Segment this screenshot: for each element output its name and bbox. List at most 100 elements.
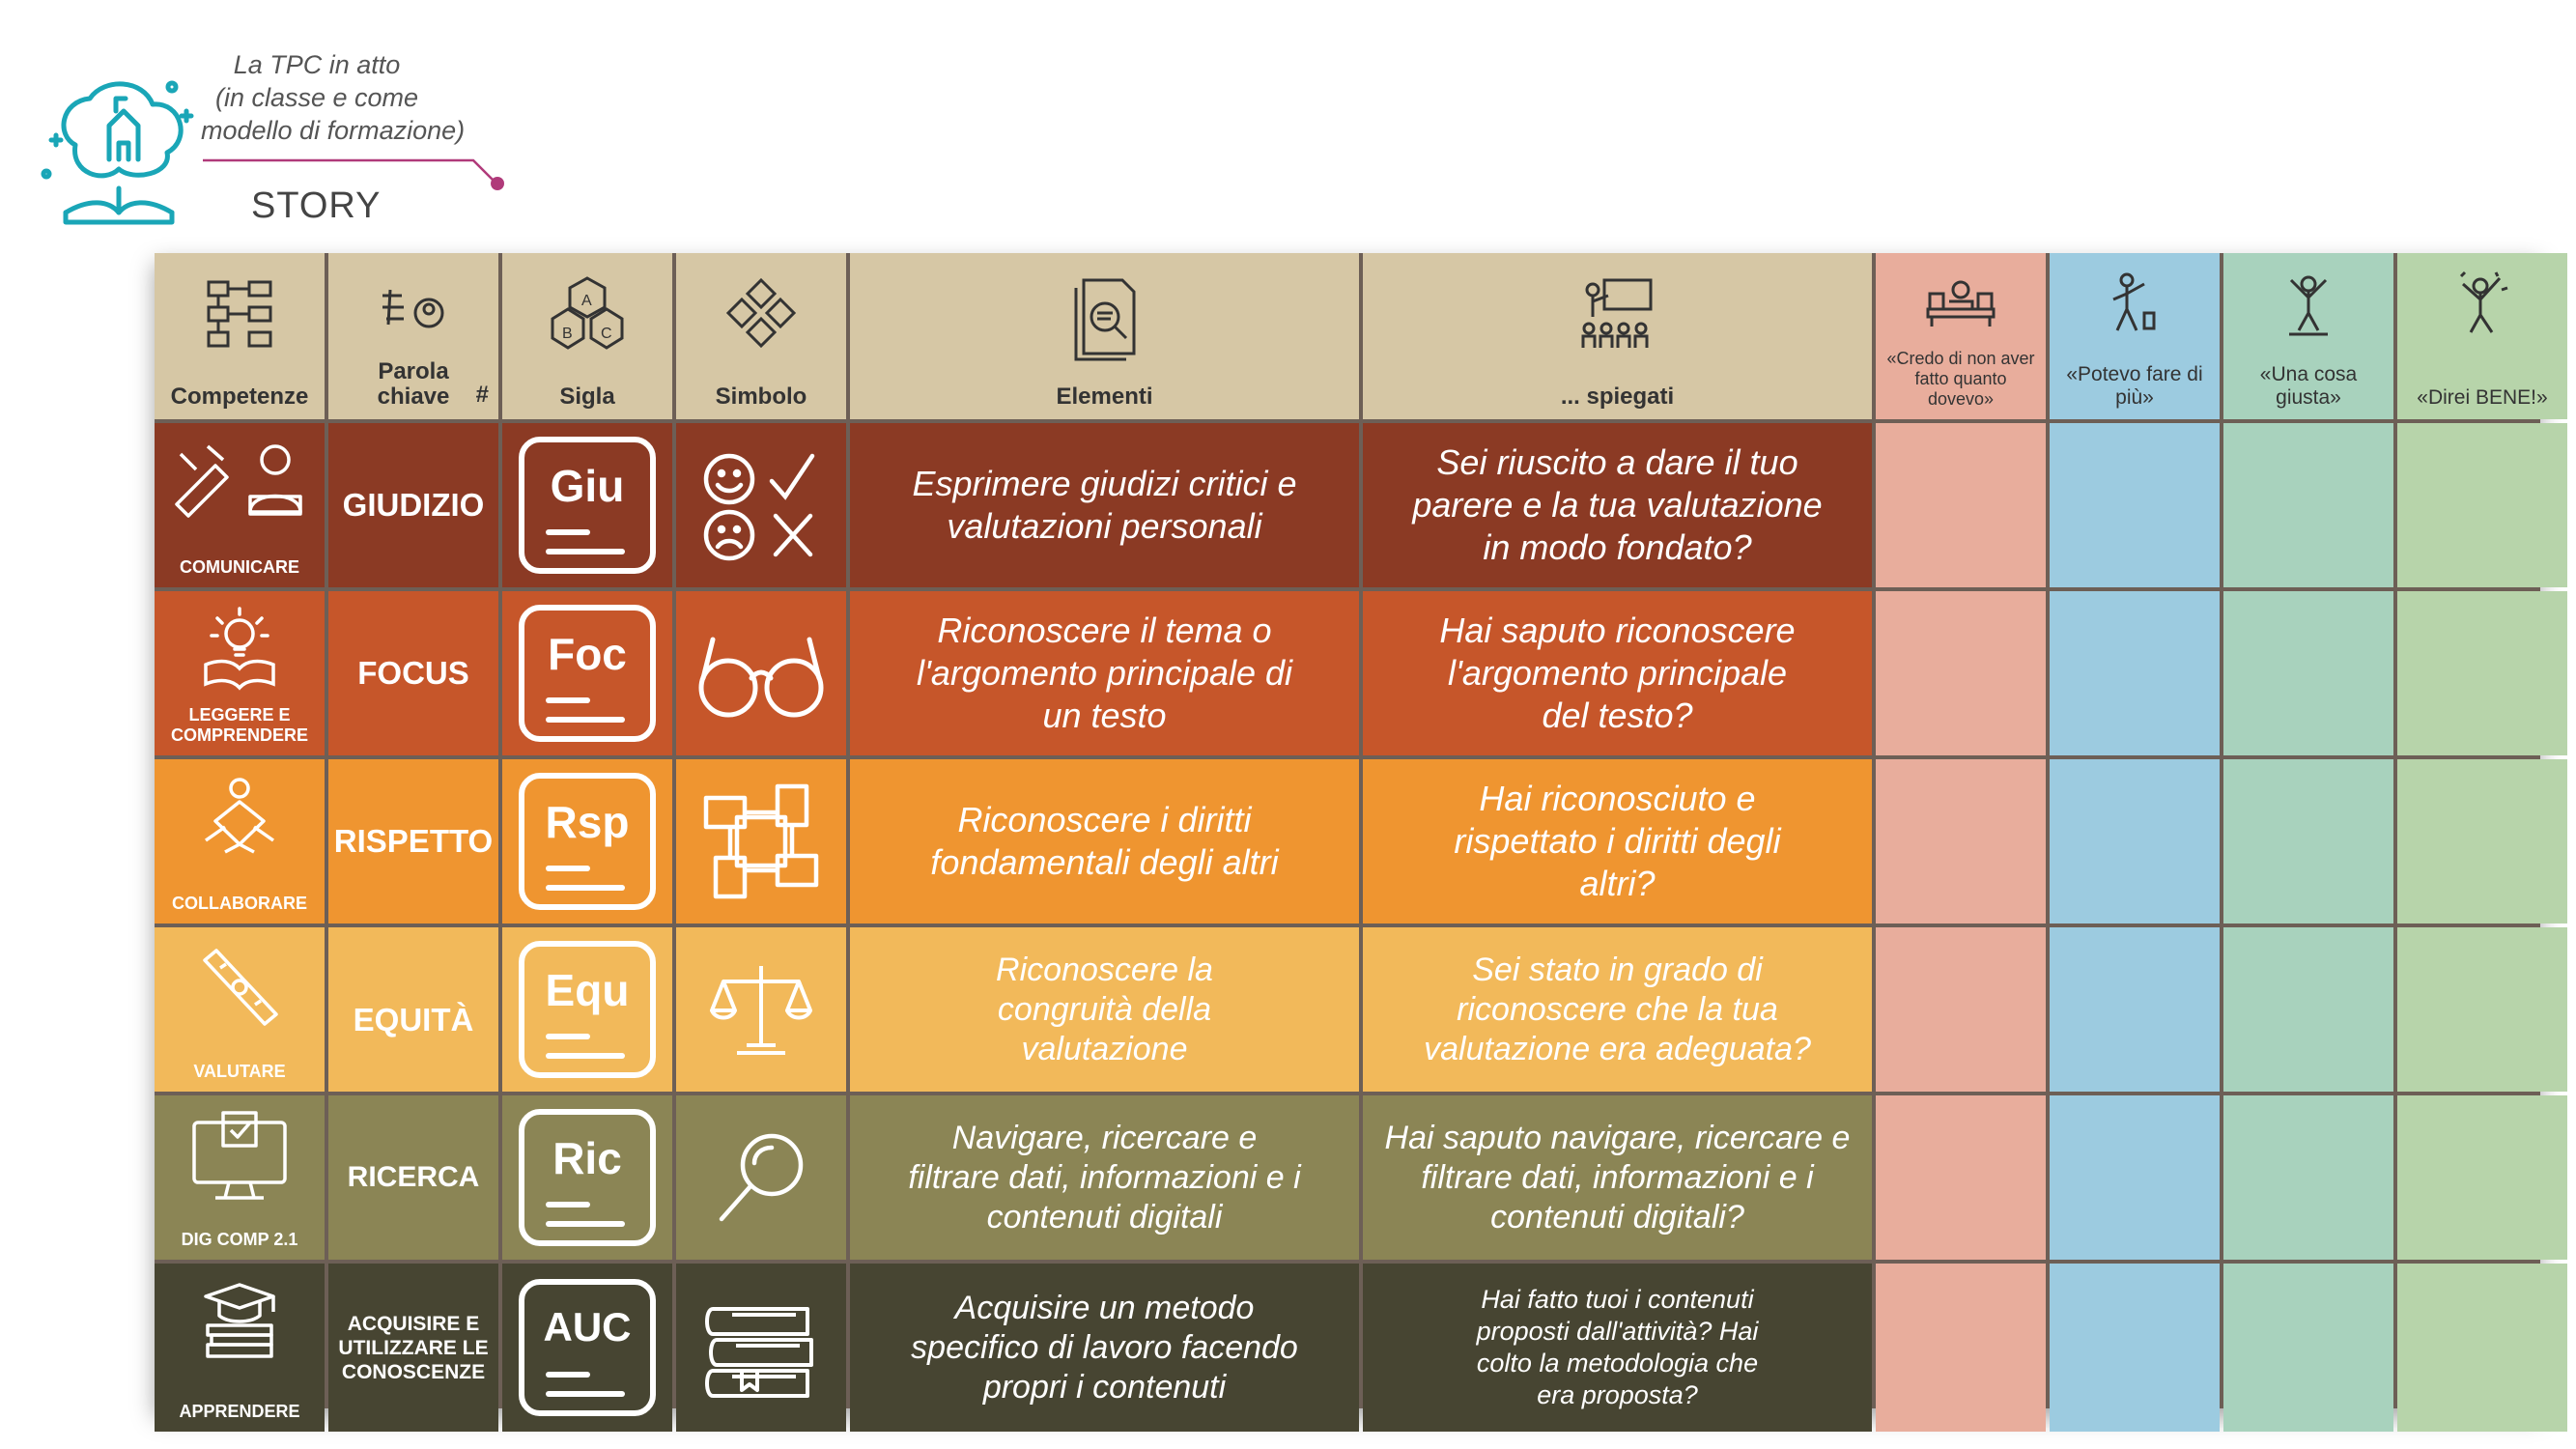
competenza-cell: VALUTARE	[155, 927, 325, 1092]
competenza-cell: LEGGERE E COMPRENDERE	[155, 591, 325, 755]
header-eval-3: «Una cosa giusta»	[2223, 253, 2393, 419]
sigla-text: Foc	[548, 629, 627, 679]
parola-chiave: GIUDIZIO	[342, 487, 485, 523]
competenza-label: COMUNICARE	[180, 557, 299, 577]
eval-cell-1[interactable]	[1876, 927, 2046, 1092]
celebrate-icon	[2459, 270, 2508, 333]
eval-cell-1[interactable]	[1876, 591, 2046, 755]
eval-cell-4[interactable]	[2397, 759, 2567, 923]
tired-desk-icon	[1926, 280, 1996, 327]
sigla-text: AUC	[543, 1304, 632, 1350]
header-spiegati: ... spiegati	[1363, 253, 1872, 419]
feedback-faces-icon	[703, 453, 815, 561]
header-simbolo: Simbolo	[676, 253, 846, 419]
eval-cell-4[interactable]	[2397, 1264, 2567, 1432]
elementi-text: Riconoscere i diritti fondamentali degli…	[930, 800, 1279, 882]
spiegati-cell: Hai saputo riconoscere l'argomento princ…	[1363, 591, 1872, 755]
eval-cell-2[interactable]	[2050, 591, 2220, 755]
eval-cell-2[interactable]	[2050, 927, 2220, 1092]
competenza-label: VALUTARE	[193, 1062, 286, 1081]
document-search-icon	[1074, 278, 1135, 361]
competenza-label: DIG COMP 2.1	[181, 1230, 298, 1249]
parola-chiave-cell: RICERCA	[328, 1095, 498, 1260]
simbolo-cell	[676, 759, 846, 923]
parola-chiave: RICERCA	[347, 1161, 480, 1193]
eval-label: «Una cosa giusta»	[2259, 363, 2358, 409]
tpc-table: Competenze Parola chiave # A	[155, 253, 2567, 1432]
keyword-icon	[382, 289, 444, 328]
sigla-cell: Ric	[502, 1095, 672, 1260]
sigla-badge: Equ	[519, 941, 656, 1078]
eval-cell-3[interactable]	[2223, 423, 2393, 587]
header-parola-chiave: Parola chiave #	[328, 253, 498, 419]
simbolo-cell	[676, 423, 846, 587]
header-label: Parola chiave #	[370, 358, 489, 410]
eval-cell-3[interactable]	[2223, 1095, 2393, 1260]
sigla-text: Equ	[545, 965, 630, 1015]
flowchart-icon	[207, 280, 272, 348]
eval-cell-3[interactable]	[2223, 591, 2393, 755]
eval-cell-4[interactable]	[2397, 591, 2567, 755]
subtitle-line: La TPC in atto	[233, 50, 401, 79]
elementi-text: Riconoscere la congruità della valutazio…	[996, 951, 1213, 1067]
eval-cell-4[interactable]	[2397, 423, 2567, 587]
eval-cell-1[interactable]	[1876, 759, 2046, 923]
eval-cell-2[interactable]	[2050, 1095, 2220, 1260]
eval-cell-4[interactable]	[2397, 1095, 2567, 1260]
elementi-cell: Esprimere giudizi critici e valutazioni …	[850, 423, 1359, 587]
story-label: STORY	[251, 185, 382, 226]
eval-cell-1[interactable]	[1876, 1264, 2046, 1432]
divider-line	[203, 158, 504, 190]
header-label: Elementi	[1056, 384, 1153, 410]
elementi-text: Riconoscere il tema o l'argomento princi…	[916, 611, 1293, 735]
runner-icon	[2112, 272, 2156, 331]
spiegati-cell: Hai riconosciuto e rispettato i diritti …	[1363, 759, 1872, 923]
abc-blocks-icon: A B C	[551, 276, 624, 350]
eval-cell-3[interactable]	[2223, 927, 2393, 1092]
parola-chiave-cell: FOCUS	[328, 591, 498, 755]
eval-cell-1[interactable]	[1876, 423, 2046, 587]
spiegati-cell: Hai saputo navigare, ricercare e filtrar…	[1363, 1095, 1872, 1260]
sigla-text: Giu	[550, 461, 625, 511]
competenza-cell: APPRENDERE	[155, 1264, 325, 1432]
subtitle-line: modello di formazione)	[201, 116, 466, 145]
magnifier-icon	[719, 1133, 804, 1222]
elementi-cell: Riconoscere il tema o l'argomento princi…	[850, 591, 1359, 755]
spiegati-text: Hai fatto tuoi i contenuti proposti dall…	[1476, 1285, 1759, 1409]
eval-label: «Credo di non aver fatto quanto dovevo»	[1886, 349, 2035, 409]
competenza-cell: COMUNICARE	[155, 423, 325, 587]
eval-cell-3[interactable]	[2223, 759, 2393, 923]
eval-cell-3[interactable]	[2223, 1264, 2393, 1432]
eval-cell-2[interactable]	[2050, 759, 2220, 923]
sigla-cell: Rsp	[502, 759, 672, 923]
sigla-cell: AUC	[502, 1264, 672, 1432]
parola-chiave-text: Parola chiave	[377, 358, 450, 410]
sigla-badge: Rsp	[519, 773, 656, 910]
elementi-text: Acquisire un metodo specifico di lavoro …	[911, 1289, 1298, 1406]
competenza-cell: COLLABORARE	[155, 759, 325, 923]
header-elementi: Elementi	[850, 253, 1359, 419]
eval-cell-4[interactable]	[2397, 927, 2567, 1092]
parola-chiave: RISPETTO	[333, 823, 494, 859]
hash-symbol: #	[475, 382, 489, 408]
parola-chiave-cell: EQUITÀ	[328, 927, 498, 1092]
monitor-check-icon	[192, 1111, 287, 1200]
parola-chiave-cell: ACQUISIRE E UTILIZZARE LE CONOSCENZE	[328, 1264, 498, 1432]
spiegati-text: Hai saputo riconoscere l'argomento princ…	[1439, 611, 1796, 735]
competenza-label: COLLABORARE	[172, 894, 307, 913]
spirit-level-icon	[203, 949, 278, 1026]
communicate-icon	[175, 444, 302, 518]
parola-chiave: FOCUS	[357, 655, 469, 691]
competenza-label: LEGGERE E COMPRENDERE	[170, 705, 308, 745]
eval-cell-2[interactable]	[2050, 423, 2220, 587]
scales-icon	[710, 966, 812, 1055]
spiegati-cell: Hai fatto tuoi i contenuti proposti dall…	[1363, 1264, 1872, 1432]
eval-cell-2[interactable]	[2050, 1264, 2220, 1432]
spiegati-text: Sei riuscito a dare il tuo parere e la t…	[1412, 442, 1823, 567]
eval-cell-1[interactable]	[1876, 1095, 2046, 1260]
sigla-badge: Giu	[519, 437, 656, 574]
teacher-class-icon	[1581, 278, 1652, 348]
sigla-cell: Equ	[502, 927, 672, 1092]
sigla-cell: Giu	[502, 423, 672, 587]
header-eval-2: «Potevo fare di più»	[2050, 253, 2220, 419]
